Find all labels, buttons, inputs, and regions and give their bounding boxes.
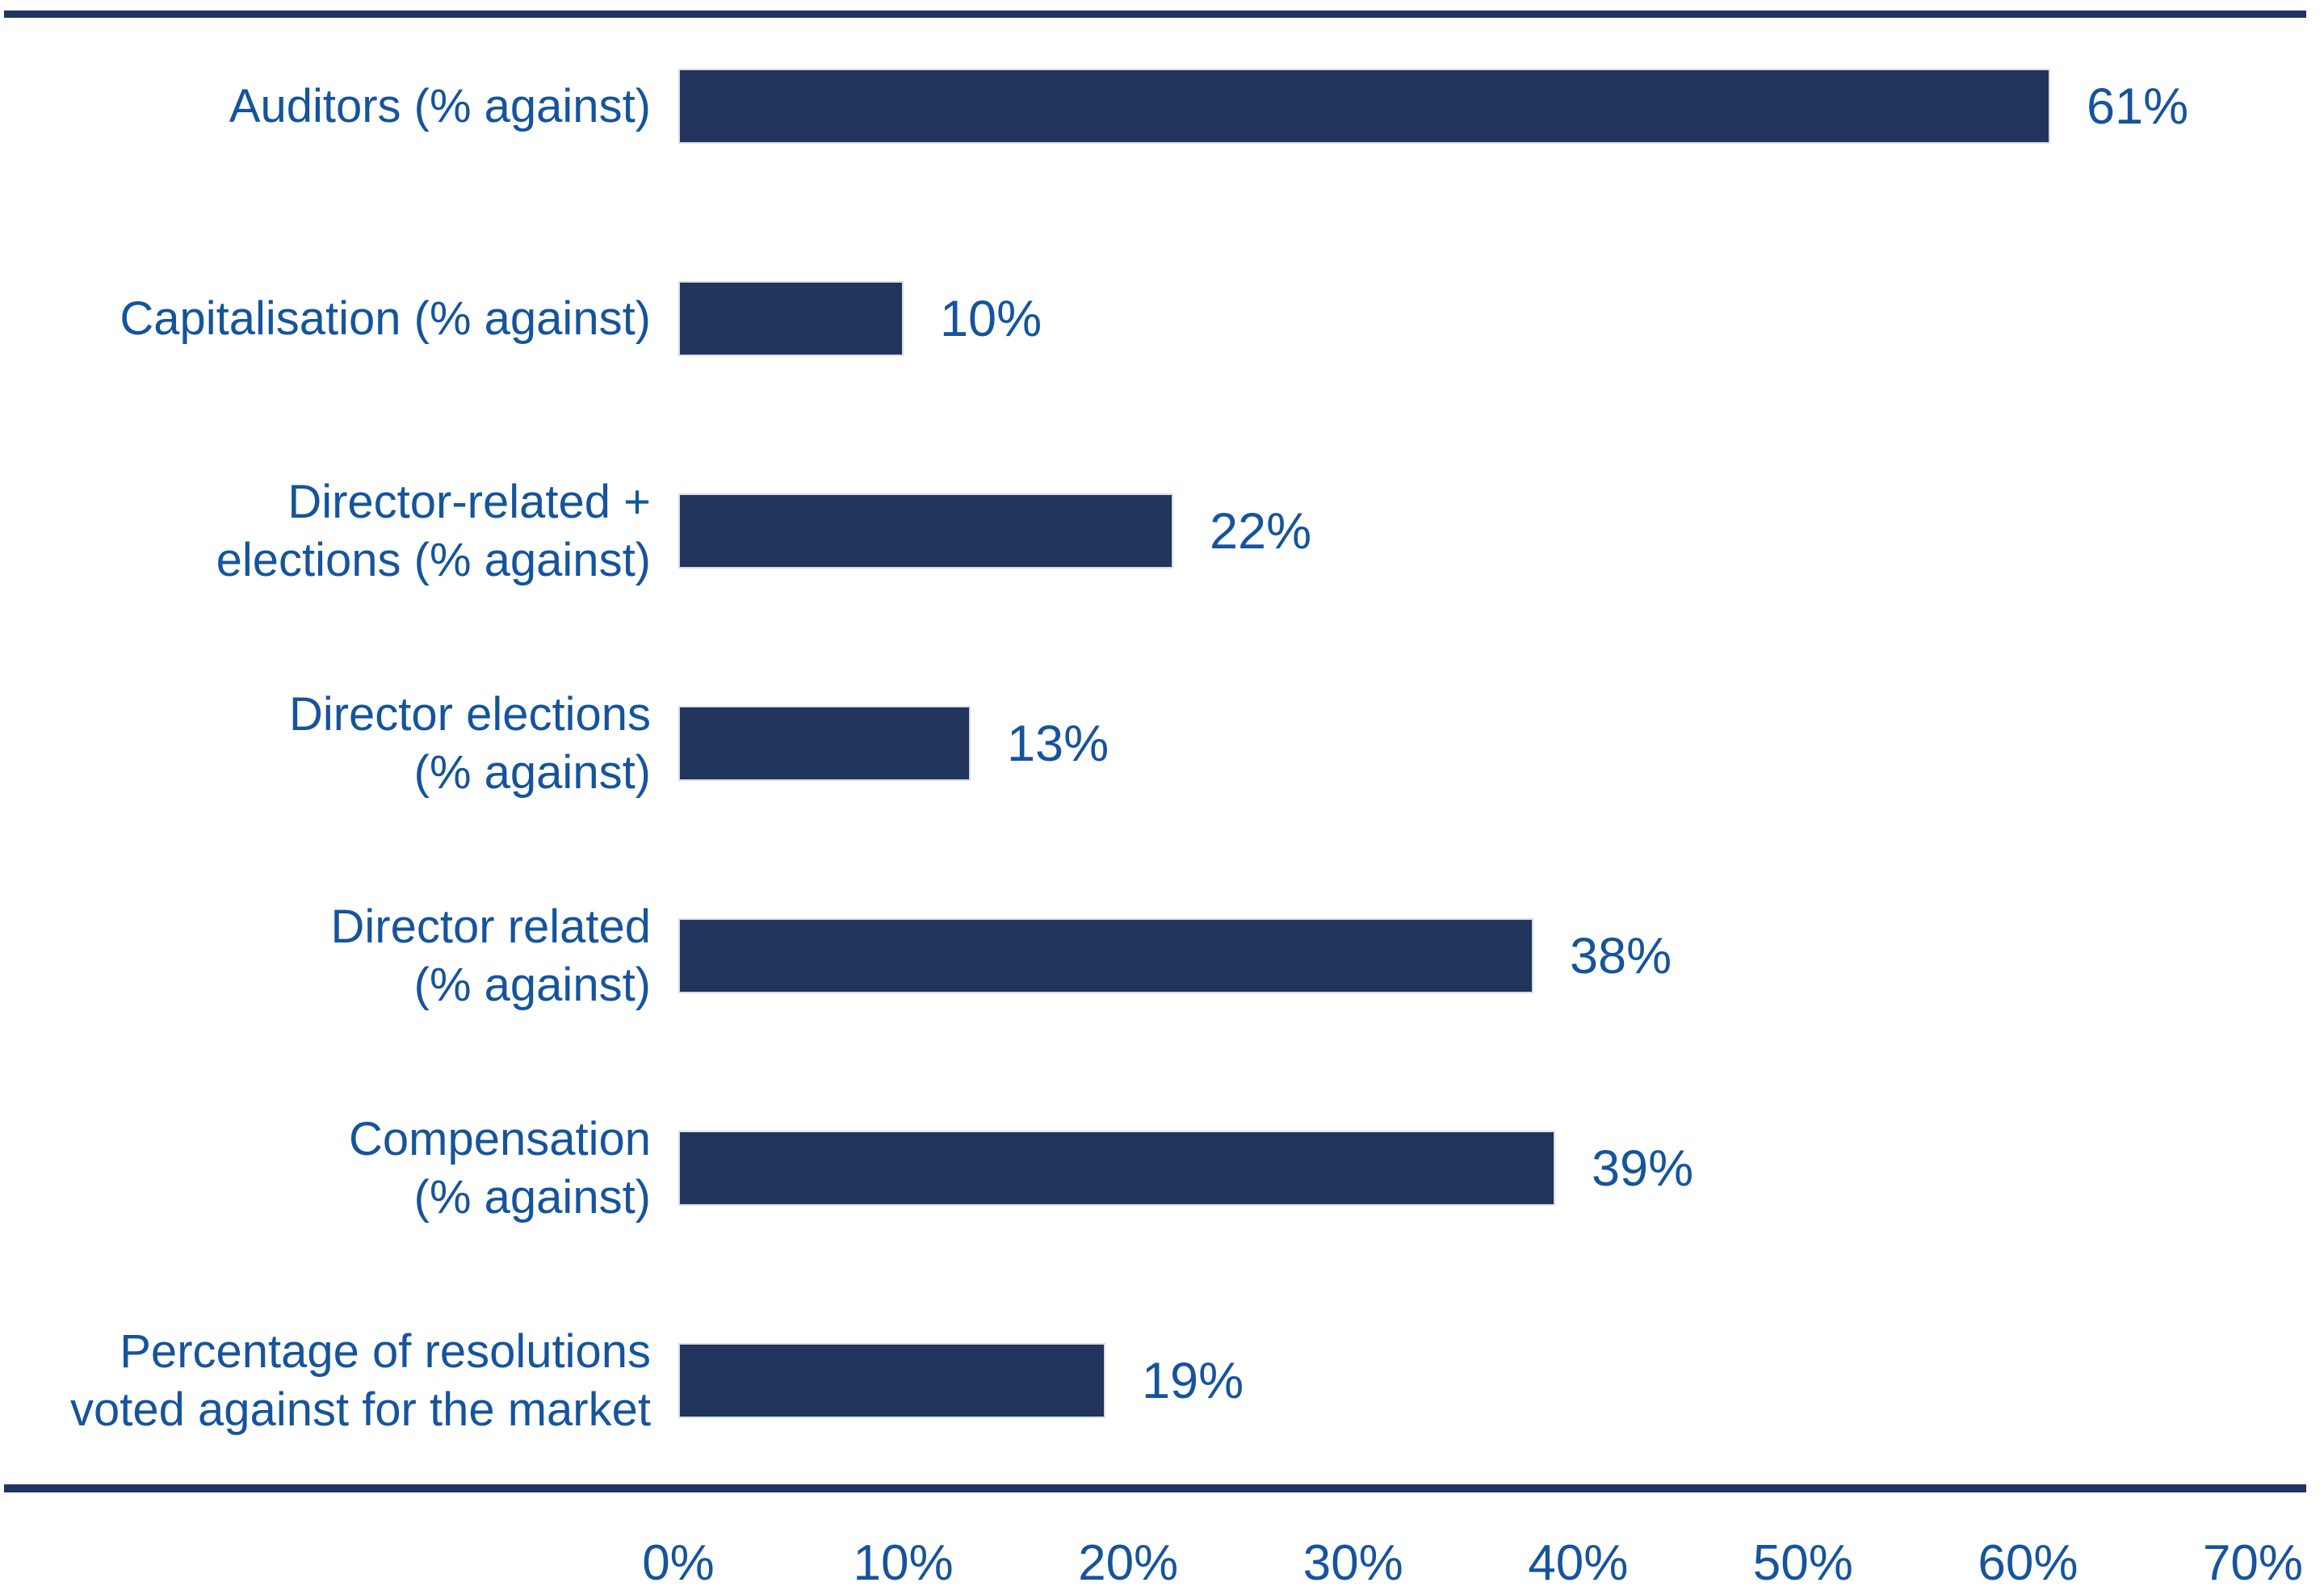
category-label: Director elections (% against) [0,686,651,802]
category-label: Auditors (% against) [0,78,651,136]
category-label-line: (% against) [413,958,651,1011]
bar [678,706,971,781]
category-label-line: Percentage of resolutions [120,1324,651,1378]
x-axis-tick-label: 40% [1528,1535,1629,1591]
value-label: 38% [1570,927,1672,984]
x-axis-line [4,1484,2306,1492]
x-axis-tick-label: 60% [1978,1535,2079,1591]
category-label-line: Director related [330,900,651,953]
category-label: Percentage of resolutions voted against f… [0,1323,651,1439]
value-label: 22% [1210,502,1312,560]
category-label: Director related (% against) [0,898,651,1014]
chart-top-border [4,10,2306,18]
category-label-line: Auditors (% against) [229,79,651,132]
category-label-line: voted against for the market [70,1383,651,1436]
category-label-line: Capitalisation (% against) [120,292,651,345]
category-label-line: (% against) [413,1170,651,1224]
bar [678,1131,1555,1206]
x-axis-tick-label: 50% [1752,1535,1853,1591]
value-label: 19% [1142,1352,1244,1409]
category-label: Director-related + elections (% against) [0,473,651,590]
bar [678,281,904,356]
x-axis-tick-label: 10% [853,1535,954,1591]
bar [678,1343,1105,1418]
x-axis-tick-label: 20% [1078,1535,1179,1591]
category-label-line: Director elections [288,687,651,741]
value-label: 61% [2087,78,2189,135]
x-axis-tick-label: 30% [1303,1535,1403,1591]
category-label-line: Compensation [349,1112,651,1165]
x-axis-tick-label: 70% [2202,1535,2304,1591]
value-label: 13% [1007,715,1110,772]
category-label: Capitalisation (% against) [0,290,651,348]
value-label: 39% [1592,1140,1694,1197]
bar [678,493,1173,569]
bar [678,69,2050,144]
x-axis-tick-label: 0% [642,1535,715,1591]
value-label: 10% [940,290,1042,347]
category-label-line: (% against) [413,745,651,799]
category-label-line: Director-related + [287,475,651,528]
bar [678,918,1533,993]
category-label-line: elections (% against) [216,533,651,586]
category-label: Compensation (% against) [0,1110,651,1227]
